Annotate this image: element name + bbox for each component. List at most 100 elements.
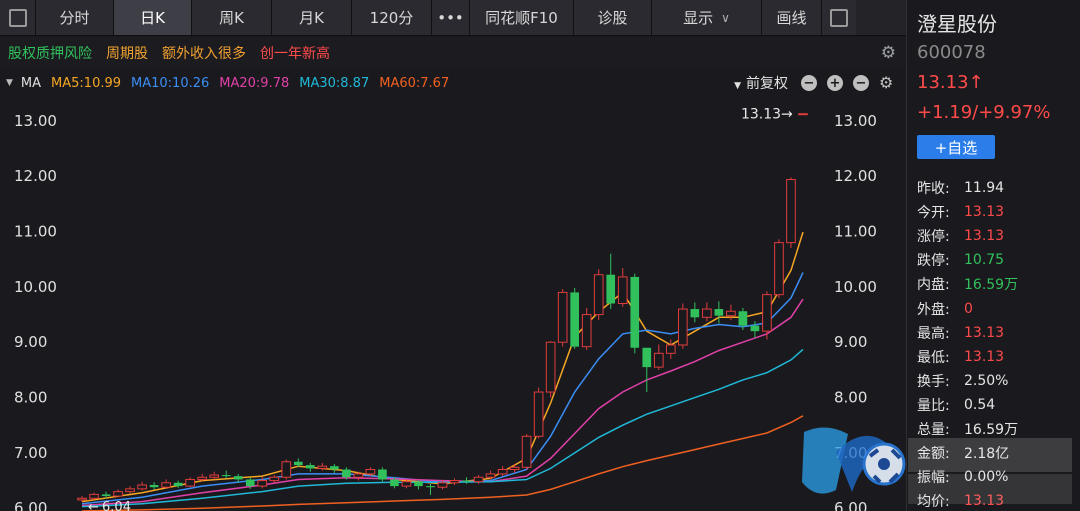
stat-row: 昨收: 11.94 (917, 176, 1018, 200)
candle-body (798, 113, 808, 116)
ma60-value: MA60:7.67 (379, 75, 450, 91)
panel-square-icon (8, 8, 27, 27)
tag-extra-income[interactable]: 额外收入很多 (162, 46, 246, 62)
stat-label: 换手: (917, 373, 950, 390)
tag-pledge-risk[interactable]: 股权质押风险 (8, 46, 92, 62)
kline-chart[interactable]: 13.00 13.00 12.00 12.00 11.00 11.00 10.00 10.00… (0, 96, 906, 511)
tab-monthly-k[interactable]: 月K (272, 0, 352, 35)
adjust-dropdown[interactable]: ▼ 前复权 (734, 73, 788, 93)
adjust-label: 前复权 (746, 76, 788, 92)
candle-body (653, 352, 664, 368)
tag-cyclical[interactable]: 周期股 (106, 46, 148, 62)
ma-line-ma10 (81, 272, 804, 505)
stock-code: 600078 (917, 42, 986, 63)
y-tick-label-right: 9.00 (834, 333, 867, 351)
stat-row: 均价: 13.13 (917, 489, 1018, 511)
candle-body (317, 465, 328, 469)
candle-body (690, 309, 700, 318)
stat-value: 13.13 (964, 493, 1005, 510)
candle-body (161, 482, 171, 488)
stat-label: 外盘: (917, 301, 950, 318)
candle-body (414, 481, 423, 487)
candle-body (125, 488, 135, 493)
tab-daily-k[interactable]: 日K (114, 0, 192, 35)
ma20-value: MA20:9.78 (219, 75, 290, 91)
candle-body (593, 274, 604, 316)
stat-value: 16.59万 (964, 277, 1019, 294)
display-dropdown[interactable]: 显示 ∨ (652, 0, 762, 35)
candle-body (390, 479, 399, 487)
candle-body (509, 466, 520, 470)
candle-body (606, 274, 616, 304)
dropdown-triangle-icon: ▼ (734, 81, 741, 91)
stat-label: 内盘: (917, 277, 950, 294)
arrow-right-icon: → (781, 107, 793, 123)
ma-line-ma5 (81, 231, 804, 503)
candle-body (665, 344, 676, 354)
candle-body (521, 435, 532, 468)
ma-label[interactable]: MA (20, 75, 42, 91)
candle-body (209, 474, 220, 478)
ma5-value: MA5:10.99 (51, 75, 122, 91)
candle-body (714, 309, 724, 316)
toggle-left-panel-button[interactable] (0, 0, 36, 35)
more-periods-button[interactable]: ••• (432, 0, 470, 35)
y-tick-label-left: 8.00 (14, 389, 47, 407)
candle-body (353, 473, 364, 478)
candle-body (330, 466, 339, 470)
ma10-value: MA10:10.26 (131, 75, 210, 91)
y-tick-label-left: 6.00 (14, 499, 47, 511)
draw-line-button[interactable]: 画线 (762, 0, 822, 35)
stat-row: 最高: 13.13 (917, 321, 1018, 345)
panel-square-icon (830, 8, 848, 27)
minimize-icon[interactable]: − (853, 75, 869, 91)
stat-row: 总量: 16.59万 (917, 417, 1018, 441)
candle-body (570, 292, 580, 347)
y-tick-label-right: 8.00 (834, 389, 867, 407)
gear-icon[interactable]: ⚙ (880, 43, 896, 63)
candle-body (293, 461, 303, 466)
stat-label: 昨收: (917, 181, 950, 198)
price-change: +1.19/+9.97% (917, 102, 1051, 123)
tab-120min[interactable]: 120分 (352, 0, 432, 35)
tab-intraday[interactable]: 分时 (36, 0, 114, 35)
stat-value: 10.75 (964, 252, 1005, 269)
stat-value: 0.54 (964, 396, 996, 413)
collapse-triangle-icon[interactable]: ▼ (6, 78, 13, 88)
zoom-out-icon[interactable]: − (801, 75, 817, 91)
chevron-down-icon: ∨ (721, 10, 730, 25)
candle-body (401, 481, 412, 487)
candle-body (630, 276, 640, 348)
candle-body (462, 480, 471, 482)
candle-body (738, 311, 748, 326)
f10-button[interactable]: 同花顺F10 (470, 0, 574, 35)
candle-body (281, 461, 292, 478)
stat-label: 总量: (917, 421, 950, 438)
candle-body (473, 476, 484, 483)
display-label: 显示 (683, 9, 714, 27)
y-tick-label-right: 7.00 (834, 444, 867, 462)
kline-chart-svg[interactable]: 13.00 13.00 12.00 12.00 11.00 11.00 10.00 10.00… (0, 96, 906, 511)
candle-body (497, 469, 508, 475)
candle-body (221, 475, 231, 477)
toggle-right-panel-button[interactable] (822, 0, 856, 35)
stat-label: 跌停: (917, 253, 950, 270)
zoom-in-icon[interactable]: + (827, 75, 843, 91)
stat-value: 13.13 (964, 228, 1005, 245)
candle-body (197, 476, 208, 480)
stat-label: 今开: (917, 205, 950, 222)
stat-value: 11.94 (964, 180, 1005, 197)
tag-new-high[interactable]: 创一年新高 (260, 46, 330, 62)
gear-icon[interactable]: ⚙ (879, 73, 894, 92)
stat-value: 0 (964, 300, 973, 317)
candle-body (437, 482, 448, 488)
candle-body (77, 497, 87, 501)
candle-body (305, 465, 315, 469)
add-watchlist-button[interactable]: +自选 (917, 135, 995, 159)
stat-row: 外盘: 0 (917, 296, 1018, 320)
tab-weekly-k[interactable]: 周K (192, 0, 272, 35)
candle-body (342, 469, 351, 478)
diagnose-button[interactable]: 诊股 (574, 0, 652, 35)
ma-indicator-bar: ▼ MA MA5:10.99 MA10:10.26 MA20:9.78 MA30… (0, 70, 906, 96)
candle-body (726, 310, 736, 317)
